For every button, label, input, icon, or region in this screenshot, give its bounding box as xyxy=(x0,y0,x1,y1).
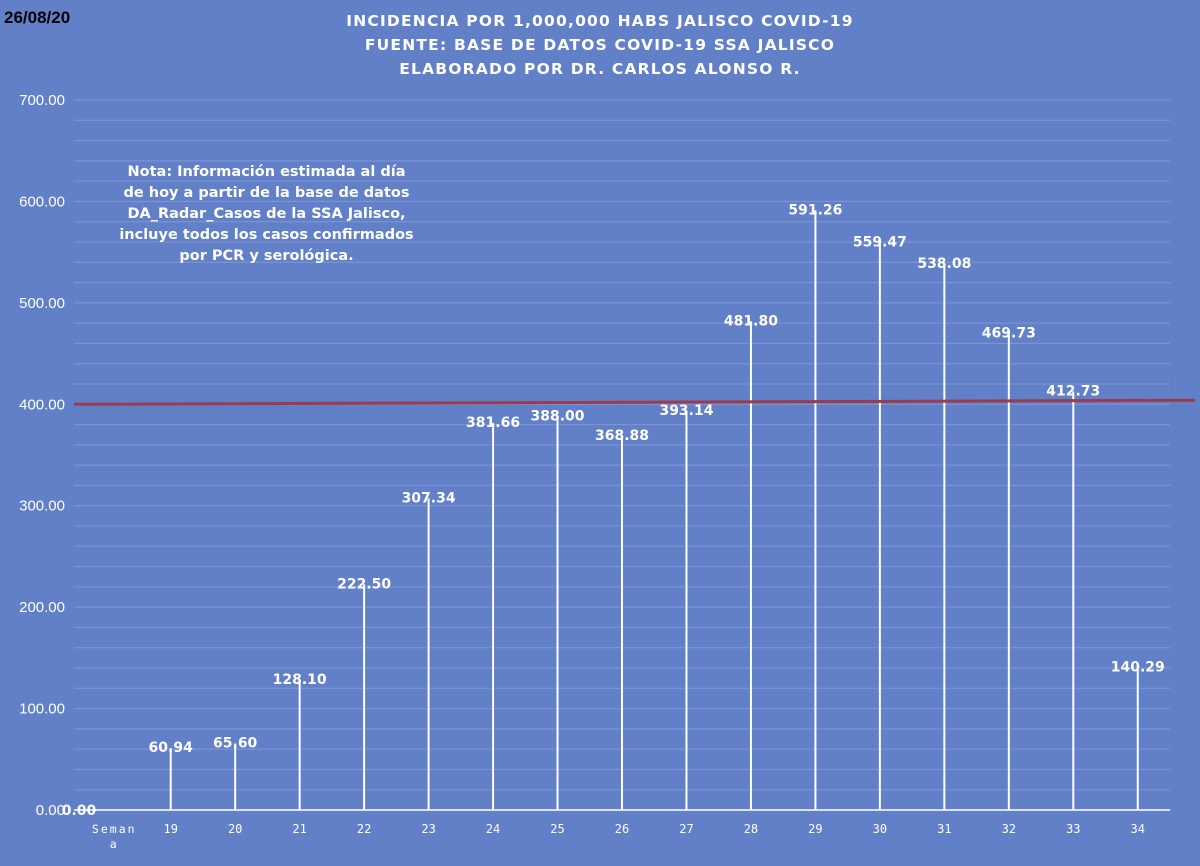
y-tick-label: 500.00 xyxy=(19,295,65,312)
report-date: 26/08/20 xyxy=(4,8,71,27)
reference-line xyxy=(73,398,1196,406)
y-tick-label: 400.00 xyxy=(19,396,65,413)
x-category-label: 24 xyxy=(486,822,500,836)
data-label: 368.88 xyxy=(595,428,649,444)
bar xyxy=(685,411,688,810)
data-label: 65.60 xyxy=(213,735,258,751)
x-category-label: 25 xyxy=(550,822,564,836)
x-category-label: 32 xyxy=(1002,822,1016,836)
x-category-label: 27 xyxy=(679,822,693,836)
x-category-label: 30 xyxy=(873,822,887,836)
chart-author: ELABORADO POR DR. CARLOS ALONSO R. xyxy=(399,60,801,78)
y-tick-label: 600.00 xyxy=(19,193,65,210)
data-label: 469.73 xyxy=(982,326,1036,342)
y-tick-label: 300.00 xyxy=(19,498,65,515)
x-category-label: Seman a xyxy=(92,822,137,851)
x-category-label: 21 xyxy=(292,822,306,836)
bar xyxy=(878,242,881,810)
data-label: 591.26 xyxy=(788,202,842,218)
note-line: Nota: Información estimada al día xyxy=(127,164,406,180)
data-label: 559.47 xyxy=(853,235,907,251)
x-category-label: 28 xyxy=(744,822,758,836)
bar xyxy=(814,210,817,810)
data-label: 481.80 xyxy=(724,313,778,329)
bar xyxy=(427,498,430,810)
data-label: 412.73 xyxy=(1046,383,1100,399)
bar xyxy=(492,422,495,810)
data-label: 381.66 xyxy=(466,415,520,431)
bar xyxy=(298,680,301,810)
x-category-label: 34 xyxy=(1131,822,1145,836)
data-label: 0.00 xyxy=(62,803,97,819)
bar xyxy=(1007,333,1010,810)
chart-source: FUENTE: BASE DE DATOS COVID-19 SSA JALIS… xyxy=(364,36,836,54)
bar xyxy=(621,435,623,810)
x-category-label: 31 xyxy=(937,822,951,836)
x-category-label: 29 xyxy=(808,822,822,836)
bar xyxy=(169,748,172,810)
data-label: 393.14 xyxy=(659,403,713,419)
x-category-label: 33 xyxy=(1066,822,1080,836)
note-line: incluye todos los casos confirmados xyxy=(119,227,414,243)
data-label: 307.34 xyxy=(402,490,456,506)
bar xyxy=(234,743,237,810)
x-category-label: 20 xyxy=(228,822,242,836)
data-label: 538.08 xyxy=(917,256,971,272)
y-tick-label: 700.00 xyxy=(19,92,65,109)
note-annotation: Nota: Información estimada al día de hoy… xyxy=(104,162,429,267)
x-category-label: 22 xyxy=(357,822,371,836)
bar xyxy=(363,584,366,810)
data-label: 140.29 xyxy=(1111,660,1165,676)
data-label: 222.50 xyxy=(337,576,391,592)
bar xyxy=(749,321,752,810)
note-line: por PCR y serológica. xyxy=(179,248,354,264)
bar xyxy=(1072,391,1075,810)
bar xyxy=(556,416,559,810)
note-line: DA_Radar_Casos de la SSA Jalisco, xyxy=(127,206,406,222)
y-tick-label: 100.00 xyxy=(19,701,65,718)
x-category-label: 26 xyxy=(615,822,629,836)
y-tick-label: 0.00 xyxy=(36,802,65,819)
bar xyxy=(1136,667,1139,810)
bar xyxy=(943,264,946,810)
chart-title: INCIDENCIA POR 1,000,000 HABS JALISCO CO… xyxy=(346,12,854,30)
x-category-label: 23 xyxy=(421,822,435,836)
x-category-label: 19 xyxy=(163,822,177,836)
data-label: 388.00 xyxy=(531,408,585,424)
y-tick-label: 200.00 xyxy=(19,599,65,616)
note-line: de hoy a partir de la base de datos xyxy=(123,185,410,201)
data-label: 60.94 xyxy=(149,740,194,756)
data-label: 128.10 xyxy=(273,672,327,688)
